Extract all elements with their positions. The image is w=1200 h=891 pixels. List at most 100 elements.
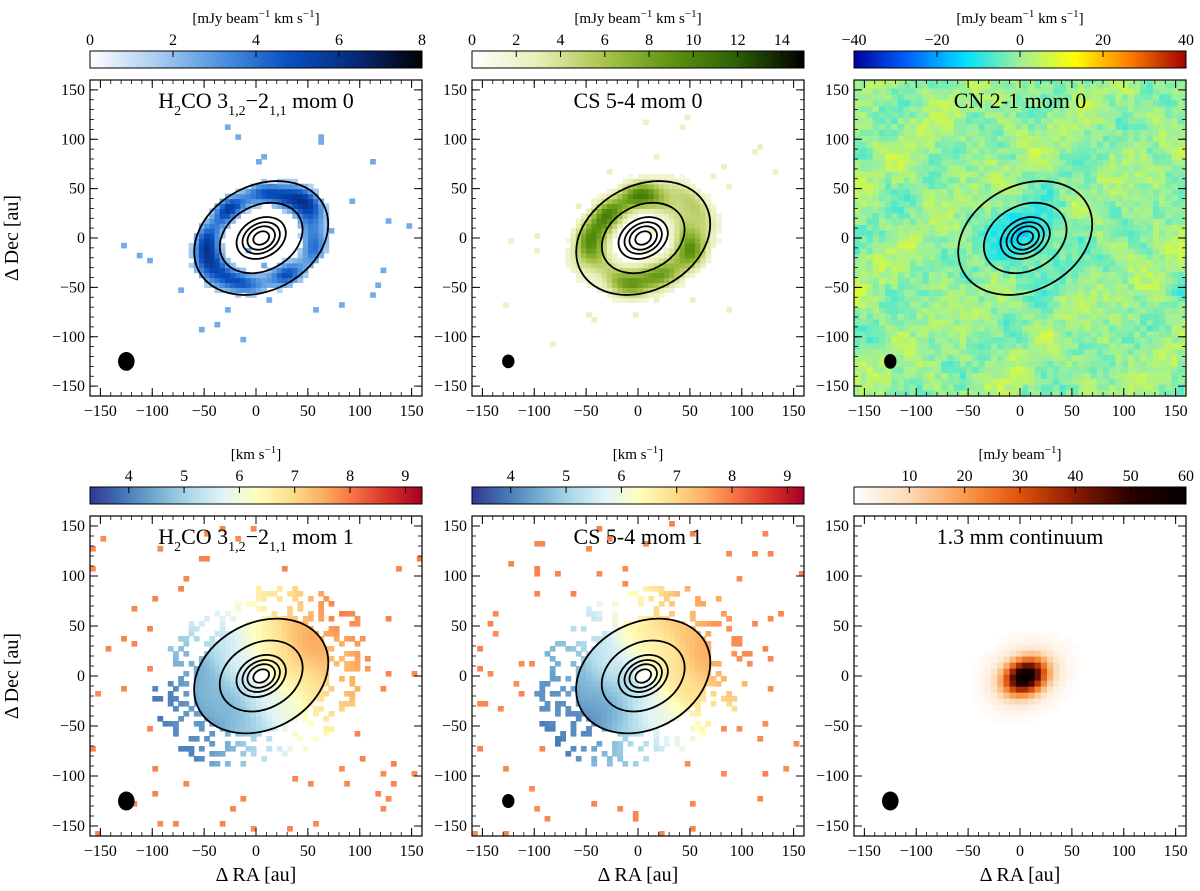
map-cell: [601, 208, 608, 214]
map-cell: [632, 262, 639, 269]
map-cell: [1103, 153, 1110, 160]
map-cell: [198, 326, 205, 333]
map-cell: [209, 676, 216, 682]
x-tick-label: 50: [300, 403, 316, 420]
map-cell: [953, 82, 961, 89]
map-cell: [897, 87, 905, 95]
map-cell: [910, 348, 917, 356]
map-cell: [928, 147, 936, 154]
map-cell: [1059, 164, 1067, 172]
map-cell: [266, 272, 273, 279]
map-cell: [1022, 259, 1029, 267]
map-cell: [1015, 188, 1023, 196]
map-cell: [235, 193, 242, 200]
map-cell: [1121, 224, 1129, 231]
map-cell: [1171, 330, 1179, 338]
map-cell: [1171, 319, 1179, 326]
map-cell: [1159, 319, 1166, 326]
map-cell: [1183, 366, 1186, 373]
map-cell: [866, 247, 874, 255]
map-cell: [209, 267, 216, 274]
map-cell: [663, 262, 670, 269]
x-tick-label: 150: [400, 403, 424, 420]
map-cell: [1015, 153, 1023, 160]
map-cell: [1121, 147, 1129, 154]
map-cell: [198, 721, 205, 727]
map-cell: [256, 696, 262, 702]
map-cell: [860, 200, 868, 208]
unit-part: [mJy beam: [574, 11, 641, 27]
map-cell: [287, 661, 293, 667]
map-cell: [235, 696, 242, 702]
map-cell: [1134, 212, 1141, 219]
map-cell: [302, 671, 309, 677]
map-cell: [1140, 123, 1148, 130]
map-cell: [261, 711, 267, 717]
map-cell: [885, 80, 892, 83]
map-cell: [663, 277, 670, 284]
map-cell: [897, 360, 905, 367]
map-cell: [1152, 105, 1160, 113]
map-cell: [953, 336, 961, 344]
map-cell: [1096, 307, 1104, 314]
map-cell: [1040, 313, 1048, 320]
map-cell: [872, 372, 880, 379]
map-cell: [1146, 307, 1154, 314]
map-cell: [872, 390, 880, 396]
map-cell: [1159, 384, 1166, 391]
map-cell: [878, 200, 886, 208]
map-cell: [1165, 212, 1173, 219]
map-cell: [658, 272, 665, 279]
map-cell: [565, 247, 572, 254]
map-cell: [922, 342, 930, 350]
map-cell: [591, 267, 598, 274]
map-cell: [922, 164, 930, 172]
map-cell: [878, 206, 886, 213]
map-cell: [903, 384, 911, 391]
map-cell: [1065, 313, 1073, 320]
map-cell: [1059, 313, 1067, 320]
contour-5: [193, 180, 330, 296]
map-cell: [1071, 342, 1079, 350]
map-cell: [916, 176, 924, 184]
map-cell: [978, 336, 986, 344]
map-cell: [1140, 182, 1148, 190]
map-cell: [872, 141, 880, 148]
map-cell: [860, 129, 868, 136]
map-cell: [1183, 265, 1186, 273]
map-cell: [978, 307, 986, 314]
map-cell: [261, 646, 267, 652]
map-cell: [972, 313, 980, 320]
map-cell: [854, 200, 861, 208]
map-cell: [860, 324, 868, 332]
map-cell: [997, 230, 1005, 237]
map-cell: [1022, 342, 1029, 350]
map-cell: [953, 224, 961, 231]
map-cell: [586, 242, 592, 249]
map-cell: [1034, 80, 1042, 83]
map-cell: [1090, 336, 1098, 344]
map-cell: [1171, 372, 1179, 379]
map-cell: [287, 193, 293, 200]
map-cell: [663, 208, 670, 214]
map-cell: [941, 283, 948, 290]
map-cell: [916, 105, 924, 113]
map-cell: [891, 105, 899, 113]
map-cell: [204, 661, 210, 667]
map-cell: [1015, 117, 1023, 125]
map-cell: [323, 666, 330, 672]
map-cell: [934, 378, 942, 385]
map-cell: [891, 236, 899, 243]
map-cell: [1047, 87, 1054, 95]
colorbar-tick-label: 0: [86, 32, 94, 49]
map-cell: [245, 726, 252, 732]
map-cell: [916, 283, 924, 290]
map-cell: [95, 691, 101, 697]
map-cell: [916, 253, 924, 261]
map-cell: [854, 283, 861, 290]
map-cell: [991, 80, 998, 83]
map-cell: [323, 681, 330, 687]
map-cell: [1183, 80, 1186, 83]
map-cell: [854, 105, 861, 113]
map-cell: [1171, 378, 1179, 385]
